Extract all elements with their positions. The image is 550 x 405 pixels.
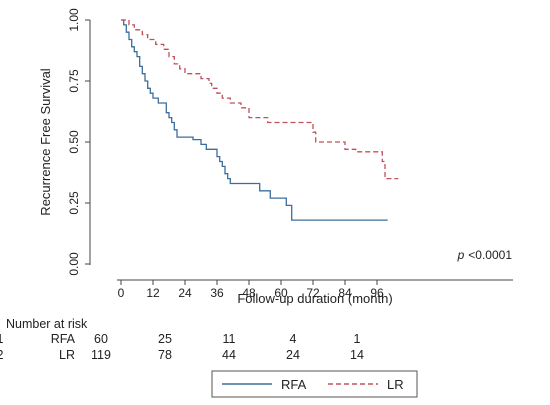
legend-label-lr: LR	[387, 377, 404, 392]
x-tick-label: 84	[338, 286, 352, 300]
x-ticks: 0 12 24 36 48 60 72 84 96	[118, 280, 384, 300]
risk-cell: 24	[286, 348, 300, 362]
y-ticks: 0.00 0.25 0.50 0.75 1.00	[67, 8, 90, 276]
y-tick-label: 0.75	[67, 69, 81, 93]
risk-table: RFA602511411LR119784424142	[0, 332, 364, 362]
p-label: p	[457, 248, 465, 262]
risk-cell: 78	[158, 348, 172, 362]
x-tick-label: 12	[146, 286, 160, 300]
risk-table-title: Number at risk	[6, 317, 88, 331]
curve-lr	[121, 19, 399, 180]
x-tick-label: 48	[242, 286, 256, 300]
risk-cell: 119	[91, 348, 111, 362]
risk-cell: 1	[0, 332, 4, 346]
survival-curves	[121, 19, 399, 221]
x-axis-title: Follow-up duration (month)	[237, 291, 392, 306]
x-tick-label: 72	[306, 286, 320, 300]
risk-cell: 2	[0, 348, 4, 362]
y-tick-label: 0.00	[67, 252, 81, 276]
y-tick-label: 0.50	[67, 130, 81, 154]
p-value-annotation: p <0.0001	[457, 248, 513, 262]
risk-cell: 4	[290, 332, 297, 346]
y-tick-label: 1.00	[67, 8, 81, 32]
x-tick-label: 24	[178, 286, 192, 300]
x-tick-label: 36	[210, 286, 224, 300]
risk-cell: 11	[223, 332, 236, 346]
risk-row-label: LR	[59, 348, 75, 362]
legend-label-rfa: RFA	[281, 377, 307, 392]
curve-rfa	[121, 19, 388, 221]
y-axis-title: Recurrence Free Survival	[38, 68, 53, 215]
p-value: <0.0001	[468, 248, 512, 262]
risk-cell: 14	[350, 348, 364, 362]
x-tick-label: 96	[370, 286, 384, 300]
risk-cell: 44	[222, 348, 236, 362]
risk-row-label: RFA	[51, 332, 76, 346]
risk-cell: 1	[354, 332, 361, 346]
risk-cell: 25	[158, 332, 172, 346]
y-tick-label: 0.25	[67, 191, 81, 215]
x-tick-label: 0	[118, 286, 125, 300]
x-tick-label: 60	[274, 286, 288, 300]
risk-cell: 60	[94, 332, 108, 346]
